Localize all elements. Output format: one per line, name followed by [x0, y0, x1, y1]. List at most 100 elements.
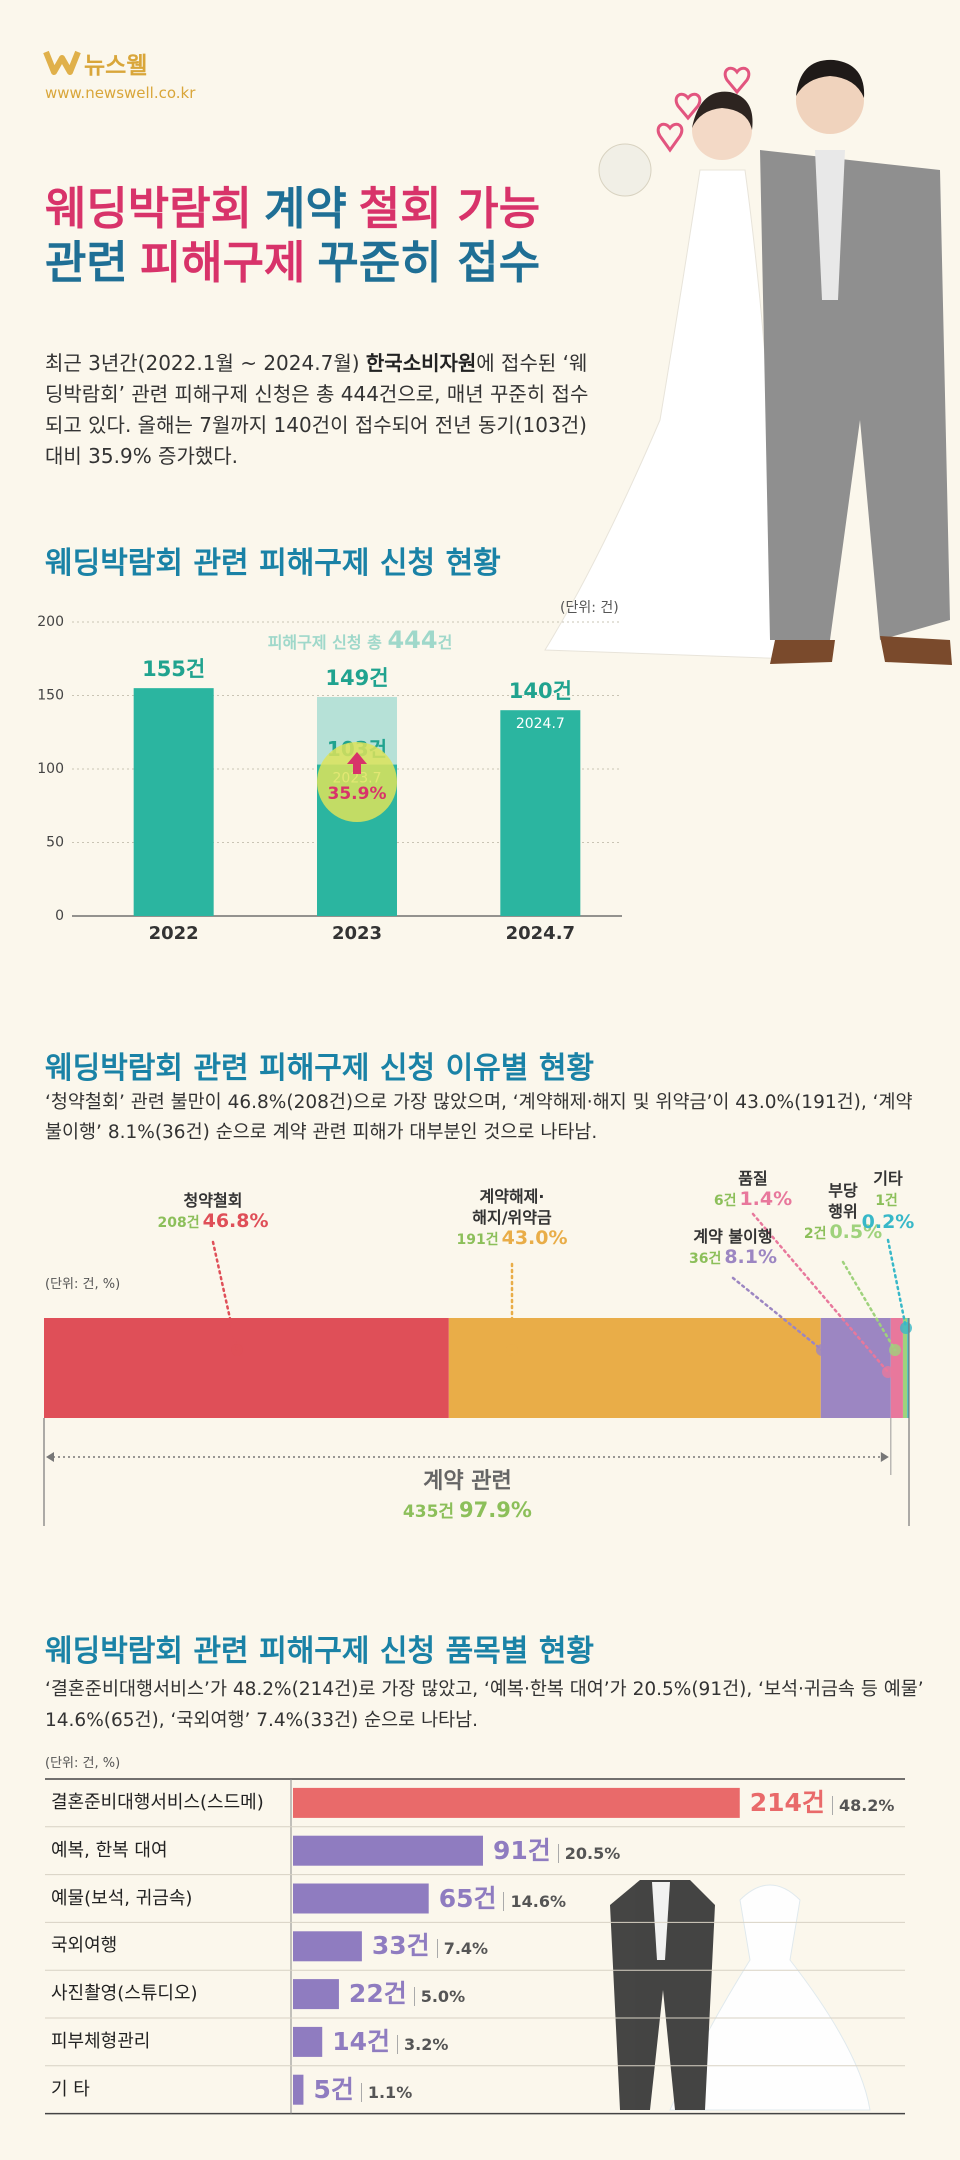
headline-part: 피해구제 [139, 236, 306, 289]
share-label: 7.4% [436, 1939, 489, 1959]
bar [293, 2026, 323, 2057]
bar [293, 1931, 362, 1962]
segment-numbers: 1건 0.2% [852, 1189, 924, 1233]
leader-line [886, 1238, 908, 1330]
chart-description: ‘결혼준비대행서비스’가 48.2%(214건)로 가장 많았고, ‘예복·한복… [45, 1679, 924, 1731]
leader-line [841, 1260, 897, 1352]
bar-labels: 22건 5.0% [348, 1978, 466, 2013]
segment-count: 6건 [713, 1193, 737, 1209]
segment-name: 품질 [738, 1169, 768, 1188]
segment [448, 1318, 821, 1418]
segment-share: 0.2% [861, 1211, 915, 1233]
row-label: 예물(보석, 귀금속) [51, 1887, 193, 1909]
x-tick-label: 2024.7 [506, 923, 575, 944]
bar-labels: 14건 3.2% [332, 2026, 449, 2061]
unit-label: (단위: 건) [560, 600, 619, 616]
headline-part: 철회 가능 [358, 182, 541, 235]
bar [133, 688, 214, 916]
share-label: 3.2% [397, 2034, 449, 2054]
segment-numbers: 2건 0.5% [804, 1222, 882, 1245]
segment-label: 부당 행위 2건 0.5% [804, 1180, 882, 1245]
total-note-part: 건 [437, 633, 453, 652]
group-label: 계약 관련 435건 97.9% [403, 1468, 532, 1526]
bar [293, 1979, 339, 2010]
headline-part: 웨딩박람회 [45, 182, 253, 235]
leader-line [731, 1276, 824, 1352]
growth-arrow [347, 752, 367, 774]
segment-numbers: 36건 8.1% [689, 1247, 777, 1270]
segment-name: 계약 불이행 [693, 1227, 773, 1246]
leader-dot [882, 1366, 894, 1378]
segment-count: 2건 [803, 1226, 827, 1242]
intro: 최근 3년간(2022.1월 ~ 2024.7월) 한국소비자원에 접수된 ‘웨… [45, 348, 600, 472]
group-count: 435건 [402, 1502, 455, 1522]
segment [890, 1318, 903, 1418]
unit-label: (단위: 건, %) [45, 1277, 121, 1292]
chart-title: 웨딩박람회 관련 피해구제 신청 품목별 현황 [45, 1634, 595, 1669]
value-label: 149건 [325, 666, 388, 690]
segment-label: 품질 6건 1.4% [714, 1168, 792, 1212]
x-tick-label: 2023 [332, 923, 382, 944]
bar-labels: 5건 1.1% [313, 2074, 413, 2109]
segment-count: 1건 [875, 1193, 898, 1209]
bar-labels: 91건 20.5% [492, 1835, 621, 1870]
y-tick-label: 150 [37, 688, 64, 704]
segment-share: 43.0% [501, 1227, 568, 1249]
row-label: 피부체형관리 [51, 2030, 151, 2052]
logo-url: www.newswell.co.kr [45, 84, 196, 102]
couple-illustration [544, 59, 952, 665]
intro-text: 최근 3년간(2022.1월 ~ 2024.7월) [45, 351, 366, 375]
segment-count: 36건 [688, 1251, 722, 1267]
bar [293, 1787, 740, 1818]
row-label: 결혼준비대행서비스(스드메) [51, 1791, 264, 1813]
bar [293, 1883, 429, 1914]
share-label: 48.2% [831, 1795, 895, 1815]
bar [293, 1835, 483, 1866]
intro-emphasis: 한국소비자원 [365, 351, 477, 375]
segment-share: 0.5% [829, 1221, 883, 1243]
unit-label: (단위: 건, %) [45, 1756, 121, 1771]
y-tick-label: 200 [37, 614, 64, 630]
segment [44, 1318, 449, 1418]
share-label: 14.6% [503, 1891, 566, 1911]
segment-name: 부당 행위 [828, 1181, 858, 1221]
segment-numbers: 208건 46.8% [157, 1211, 268, 1234]
growth-label: 35.9% [328, 784, 387, 804]
group-share: 97.9% [459, 1498, 532, 1522]
suit-dress-illustration [610, 1880, 871, 2111]
bar-labels: 33건 7.4% [372, 1930, 489, 1965]
total-note: 피해구제 신청 총 444건 [268, 626, 453, 654]
headline-part: 관련 [45, 236, 128, 289]
row-label: 예복, 한복 대여 [51, 1839, 168, 1861]
value-label: 5건 [313, 2074, 354, 2104]
value-label: 22건 [348, 1979, 407, 2009]
segment-label: 청약철회 208건 46.8% [157, 1190, 268, 1234]
leader-dot [889, 1344, 901, 1356]
leader-dot [506, 1344, 518, 1356]
bracket-arrow [46, 1452, 889, 1462]
logo-brand: 뉴스웰 [84, 53, 148, 79]
segment-label: 계약해제· 해지/위약금 191건 43.0% [456, 1186, 567, 1251]
intro-text: 에 접수된 ‘웨딩박람회’ 관련 피해구제 신청은 총 444건으로, 매년 꾸… [45, 351, 589, 468]
value-label: 155건 [142, 657, 205, 681]
segment-share: 8.1% [724, 1246, 778, 1268]
y-tick-label: 100 [37, 761, 64, 777]
y-tick-label: 0 [55, 908, 64, 924]
value-label: 65건 [438, 1883, 497, 1913]
row-label: 사진촬영(스튜디오) [51, 1983, 198, 2005]
segment-label: 계약 불이행 36건 8.1% [689, 1226, 777, 1270]
group-name: 계약 관련 [423, 1469, 512, 1494]
segment-name: 청약철회 [183, 1191, 243, 1210]
value-label: 91건 [492, 1835, 551, 1865]
chart-description: ‘청약철회’ 관련 불만이 46.8%(208건)으로 가장 많았으며, ‘계약… [45, 1092, 913, 1143]
segment-numbers: 6건 1.4% [714, 1189, 792, 1212]
segment-name: 기타 [873, 1169, 903, 1188]
total-note-part: 444 [387, 626, 438, 654]
segment [902, 1318, 908, 1418]
growth-badge [317, 742, 397, 822]
total-note-part: 피해구제 신청 총 [267, 633, 388, 652]
row-label: 국외여행 [51, 1935, 118, 1957]
value-label: 140건 [509, 679, 572, 703]
group-numbers: 435건 97.9% [403, 1496, 532, 1526]
